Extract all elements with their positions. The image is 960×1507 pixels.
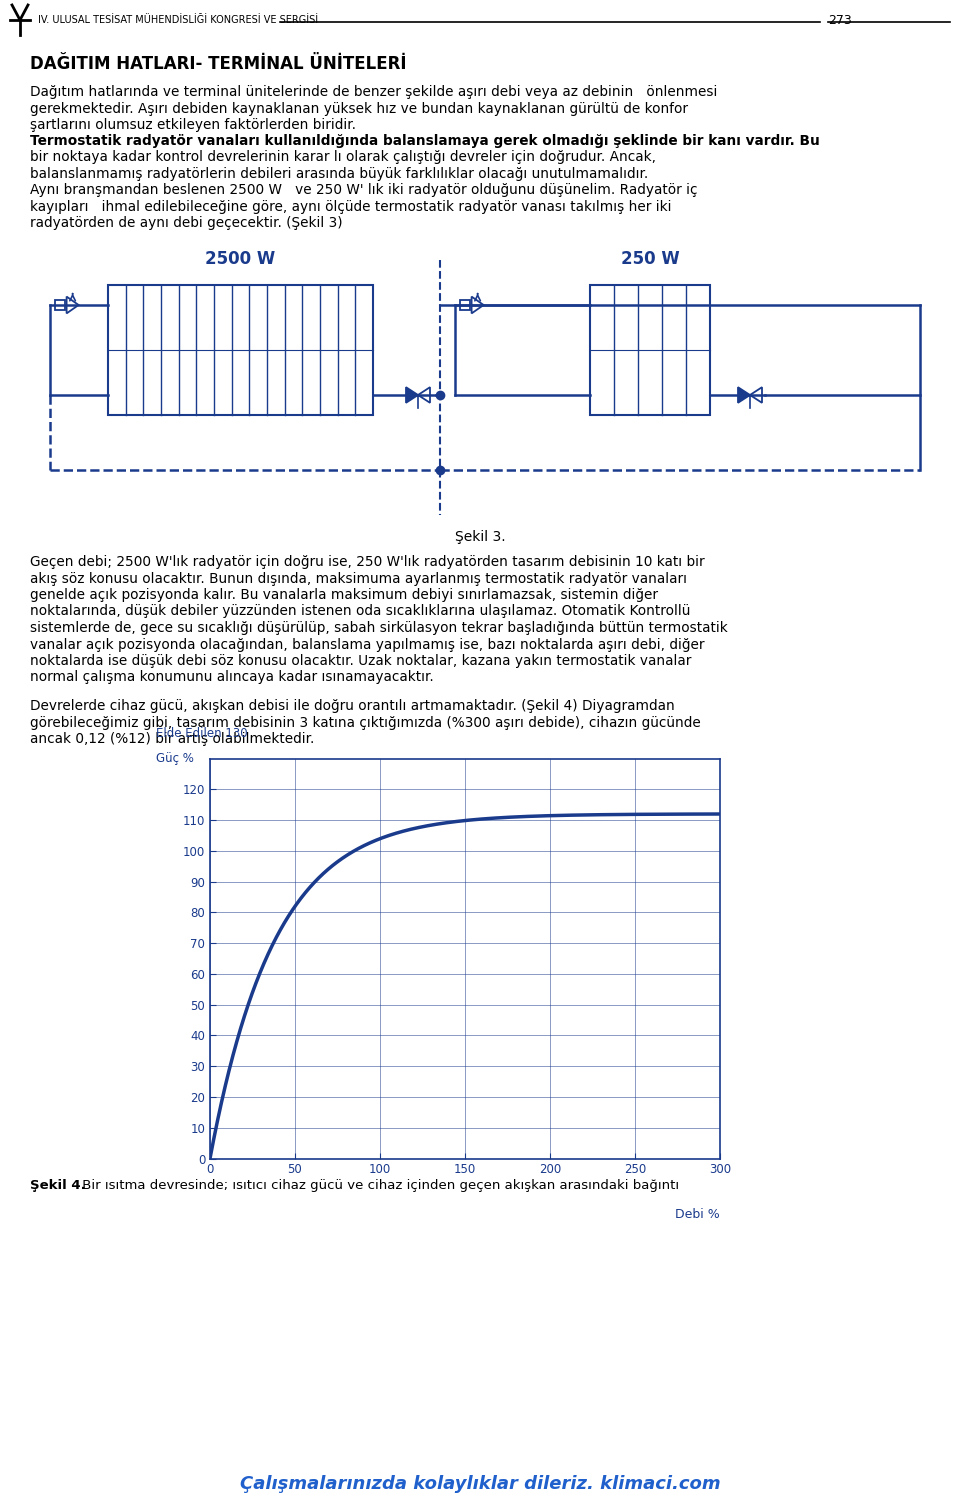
Text: Termostatik radyatör vanaları kullanıldığında balanslamaya gerek olmadığı şeklin: Termostatik radyatör vanaları kullanıldı…	[30, 134, 820, 148]
Bar	[590, 285, 710, 414]
Text: Geçen debi; 2500 W'lık radyatör için doğru ise, 250 W'lık radyatörden tasarım de: Geçen debi; 2500 W'lık radyatör için doğ…	[30, 555, 705, 570]
Text: görebileceğimiz gibi, tasarım debisinin 3 katına çıktığımızda (%300 aşırı debide: görebileceğimiz gibi, tasarım debisinin …	[30, 716, 701, 729]
Text: radyatörden de aynı debi geçecektir. (Şekil 3): radyatörden de aynı debi geçecektir. (Şe…	[30, 216, 343, 231]
Text: Aynı branşmandan beslenen 2500 W   ve 250 W' lık iki radyatör olduğunu düşünelim: Aynı branşmandan beslenen 2500 W ve 250 …	[30, 182, 698, 197]
Text: Şekil 4.: Şekil 4.	[30, 1178, 85, 1192]
Text: Çalışmalarınızda kolaylıklar dileriz. klimaci.com: Çalışmalarınızda kolaylıklar dileriz. kl…	[240, 1475, 720, 1493]
Text: normal çalışma konumunu alıncaya kadar ısınamayacaktır.: normal çalışma konumunu alıncaya kadar ı…	[30, 671, 434, 684]
Bar	[56, 300, 65, 310]
Text: Güç %: Güç %	[156, 752, 194, 764]
Polygon shape	[738, 387, 750, 402]
Text: Devrelerde cihaz gücü, akışkan debisi ile doğru orantılı artmamaktadır. (Şekil 4: Devrelerde cihaz gücü, akışkan debisi il…	[30, 699, 675, 713]
Text: Bir ısıtma devresinde; ısıtıcı cihaz gücü ve cihaz içinden geçen akışkan arasınd: Bir ısıtma devresinde; ısıtıcı cihaz güc…	[78, 1178, 679, 1192]
Text: vanalar açık pozisyonda olacağından, balanslama yapılmamış ise, bazı noktalarda : vanalar açık pozisyonda olacağından, bal…	[30, 637, 705, 651]
Text: genelde açık pozisyonda kalır. Bu vanalarla maksimum debiyi sınırlamazsak, siste: genelde açık pozisyonda kalır. Bu vanala…	[30, 588, 658, 601]
Text: Şekil 3.: Şekil 3.	[455, 530, 505, 544]
Text: gerekmektedir. Aşırı debiden kaynaklanan yüksek hız ve bundan kaynaklanan gürült: gerekmektedir. Aşırı debiden kaynaklanan…	[30, 101, 688, 116]
Bar	[460, 300, 470, 310]
Text: Elde Edilen 130: Elde Edilen 130	[156, 726, 248, 740]
Text: Debi %: Debi %	[675, 1207, 720, 1221]
Text: ancak 0,12 (%12) bir artış olabilmektedir.: ancak 0,12 (%12) bir artış olabilmektedi…	[30, 732, 314, 746]
Polygon shape	[406, 387, 418, 402]
Text: IV. ULUSAL TESİSAT MÜHENDİSLİĞİ KONGRESİ VE SERGİSİ: IV. ULUSAL TESİSAT MÜHENDİSLİĞİ KONGRESİ…	[38, 15, 318, 26]
Text: 2500 W: 2500 W	[205, 250, 276, 268]
Text: noktalarında, düşük debiler yüzzünden istenen oda sıcaklıklarına ulaşılamaz. Oto: noktalarında, düşük debiler yüzzünden is…	[30, 604, 690, 618]
Text: şartlarını olumsuz etkileyen faktörlerden biridir.: şartlarını olumsuz etkileyen faktörlerde…	[30, 118, 356, 133]
Text: kayıpları   ihmal edilebileceğine göre, aynı ölçüde termostatik radyatör vanası : kayıpları ihmal edilebileceğine göre, ay…	[30, 199, 671, 214]
Text: 273: 273	[828, 14, 852, 27]
Polygon shape	[418, 387, 430, 402]
Text: akış söz konusu olacaktır. Bunun dışında, maksimuma ayarlanmış termostatik radya: akış söz konusu olacaktır. Bunun dışında…	[30, 571, 687, 586]
Polygon shape	[750, 387, 762, 402]
Text: balanslanmamış radyatörlerin debileri arasında büyük farklılıklar olacağı unutul: balanslanmamış radyatörlerin debileri ar…	[30, 167, 648, 181]
Polygon shape	[471, 297, 484, 313]
Text: sistemlerde de, gece su sıcaklığı düşürülüp, sabah sirkülasyon tekrar başladığın: sistemlerde de, gece su sıcaklığı düşürü…	[30, 621, 728, 634]
Text: DAĞITIM HATLARI- TERMİNAL ÜNİTELERİ: DAĞITIM HATLARI- TERMİNAL ÜNİTELERİ	[30, 54, 406, 72]
Bar	[108, 285, 373, 414]
Text: 250 W: 250 W	[620, 250, 680, 268]
Text: bir noktaya kadar kontrol devrelerinin karar lı olarak çalıştığı devreler için d: bir noktaya kadar kontrol devrelerinin k…	[30, 151, 656, 164]
Polygon shape	[66, 297, 79, 313]
Text: Dağıtım hatlarında ve terminal ünitelerinde de benzer şekilde aşırı debi veya az: Dağıtım hatlarında ve terminal üniteleri…	[30, 84, 717, 99]
Text: noktalarda ise düşük debi söz konusu olacaktır. Uzak noktalar, kazana yakın term: noktalarda ise düşük debi söz konusu ola…	[30, 654, 691, 668]
